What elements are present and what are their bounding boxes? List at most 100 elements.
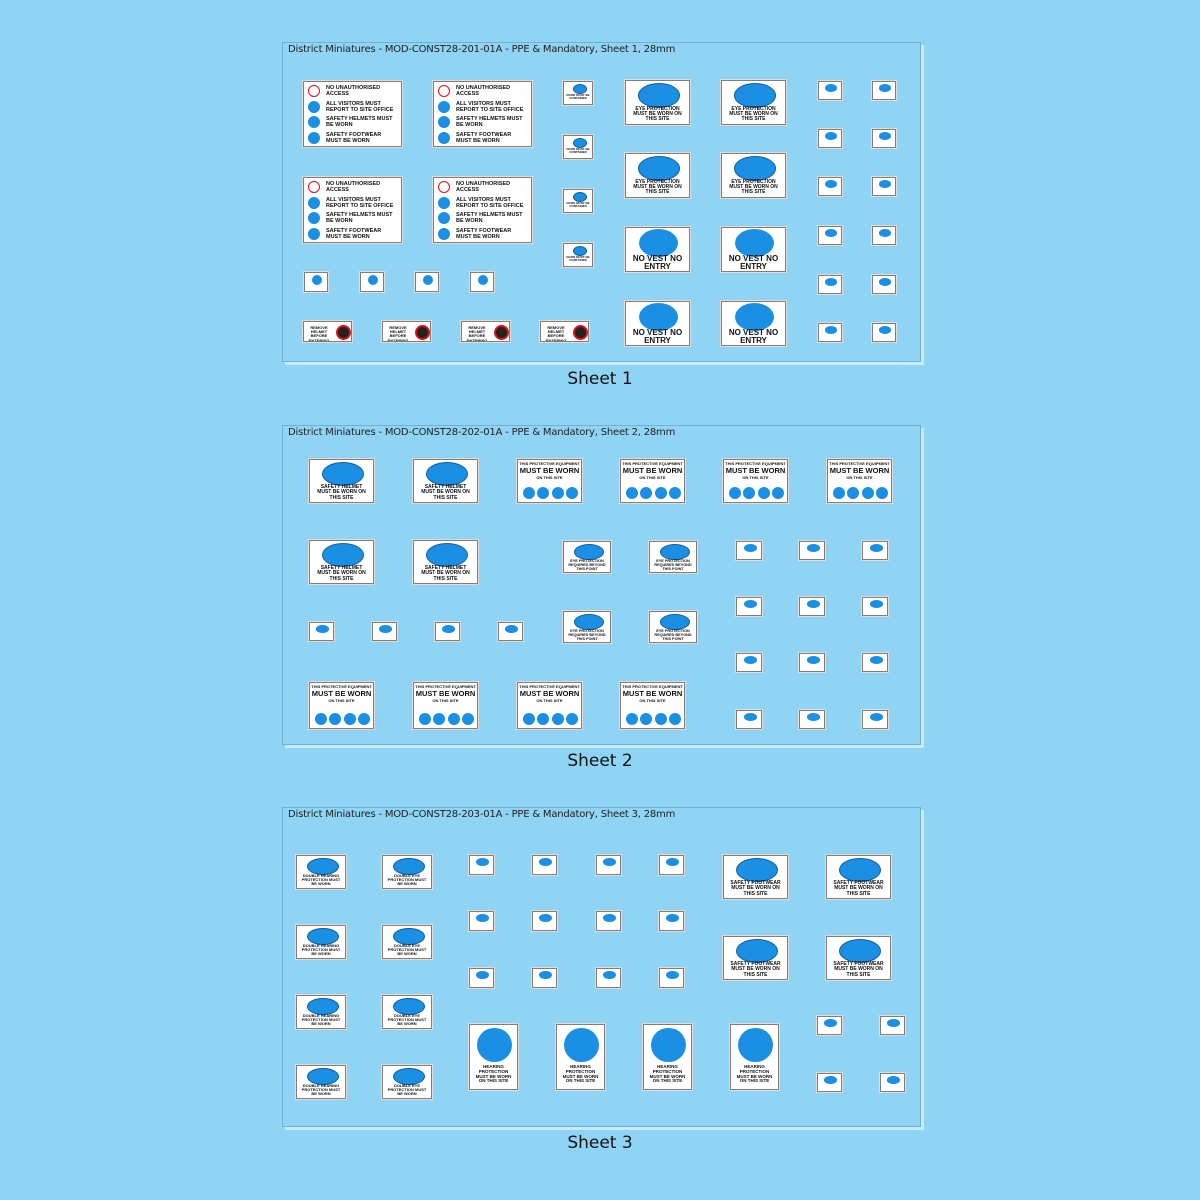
tiny-ppe-sign[interactable] <box>880 1016 905 1035</box>
tiny-ppe-sign[interactable] <box>659 968 684 988</box>
tiny-ppe-sign[interactable] <box>817 1016 842 1035</box>
ppe-sign[interactable]: THIS PROTECTIVE EQUIPMENT MUST BE WORN ON … <box>517 459 582 503</box>
safety-footwear-sign[interactable]: SAFETY FOOTWEAR MUST BE WORN ON THIS SIT… <box>723 855 788 899</box>
tiny-ppe-sign[interactable] <box>532 855 557 875</box>
tiny-vest-sign[interactable] <box>498 622 523 641</box>
tiny-ppe-sign[interactable] <box>818 129 842 148</box>
tiny-ppe-sign[interactable] <box>799 653 825 672</box>
eye-protection-sign[interactable]: EYE PROTECTION MUST BE WORN ON THIS SITE <box>721 153 786 198</box>
no-vest-sign[interactable]: NO VEST NO ENTRY <box>721 227 786 272</box>
ppe-sign[interactable]: THIS PROTECTIVE EQUIPMENT MUST BE WORN ON … <box>620 459 685 503</box>
small-vest-sign[interactable] <box>304 272 328 292</box>
eye-protection-sign[interactable]: EYE PROTECTION MUST BE WORN ON THIS SITE <box>625 80 690 125</box>
tiny-ppe-sign[interactable] <box>862 710 888 729</box>
tiny-ppe-sign[interactable] <box>469 968 494 988</box>
double-eye-sign[interactable]: DOUBLE EYE PROTECTION MUST BE WORN <box>382 995 432 1029</box>
safety-footwear-sign[interactable]: SAFETY FOOTWEAR MUST BE WORN ON THIS SIT… <box>826 855 891 899</box>
tiny-ppe-sign[interactable] <box>799 541 825 560</box>
tiny-ppe-sign[interactable] <box>736 653 762 672</box>
remove-helmet-sign[interactable]: REMOVE HELMET BEFORE ENTERING <box>303 321 352 342</box>
tiny-ppe-sign[interactable] <box>818 226 842 245</box>
safety-helmet-sign[interactable]: SAFETY HELMET MUST BE WORN ON THIS SITE <box>309 459 374 503</box>
safety-helmet-sign[interactable]: SAFETY HELMET MUST BE WORN ON THIS SITE <box>309 540 374 584</box>
safety-footwear-sign[interactable]: SAFETY FOOTWEAR MUST BE WORN ON THIS SIT… <box>826 936 891 980</box>
ppe-sign[interactable]: THIS PROTECTIVE EQUIPMENT MUST BE WORN ON … <box>413 682 478 729</box>
safety-helmet-sign[interactable]: SAFETY HELMET MUST BE WORN ON THIS SITE <box>413 540 478 584</box>
tiny-vest-sign[interactable] <box>372 622 397 641</box>
ppe-sign[interactable]: THIS PROTECTIVE EQUIPMENT MUST BE WORN ON … <box>620 682 685 729</box>
tiny-ppe-sign[interactable] <box>736 710 762 729</box>
small-vest-sign[interactable] <box>360 272 384 292</box>
tiny-ppe-sign[interactable] <box>799 597 825 616</box>
no-vest-sign[interactable]: NO VEST NO ENTRY <box>625 301 690 346</box>
door-sign[interactable]: DOOR MUST BE CONTAINED <box>563 243 593 267</box>
tiny-ppe-sign[interactable] <box>596 968 621 988</box>
tiny-ppe-sign[interactable] <box>736 597 762 616</box>
eye-protection-sign[interactable]: EYE PROTECTION MUST BE WORN ON THIS SITE <box>721 80 786 125</box>
tiny-ppe-sign[interactable] <box>596 911 621 931</box>
safety-helmet-sign[interactable]: SAFETY HELMET MUST BE WORN ON THIS SITE <box>413 459 478 503</box>
tiny-ppe-sign[interactable] <box>532 911 557 931</box>
small-vest-sign[interactable] <box>470 272 494 292</box>
tiny-ppe-sign[interactable] <box>532 968 557 988</box>
tiny-ppe-sign[interactable] <box>862 597 888 616</box>
door-sign[interactable]: DOOR MUST BE CONTAINED <box>563 81 593 105</box>
tiny-ppe-sign[interactable] <box>659 855 684 875</box>
visitor-sign[interactable]: NO UNAUTHORISED ACCESS ALL VISITORS MUST … <box>303 177 402 243</box>
double-hearing-sign[interactable]: DOUBLE HEARING PROTECTION MUST BE WORN <box>296 855 346 889</box>
eye-beyond-sign[interactable]: EYE PROTECTION REQUIRED BEYOND THIS POIN… <box>649 611 697 643</box>
tiny-ppe-sign[interactable] <box>872 129 896 148</box>
door-sign[interactable]: DOOR MUST BE CONTAINED <box>563 135 593 159</box>
visitor-sign[interactable]: NO UNAUTHORISED ACCESS ALL VISITORS MUST … <box>433 177 532 243</box>
ppe-sign[interactable]: THIS PROTECTIVE EQUIPMENT MUST BE WORN ON … <box>827 459 892 503</box>
tiny-ppe-sign[interactable] <box>818 81 842 100</box>
remove-helmet-sign[interactable]: REMOVE HELMET BEFORE ENTERING <box>382 321 431 342</box>
tiny-ppe-sign[interactable] <box>862 541 888 560</box>
tiny-ppe-sign[interactable] <box>880 1073 905 1092</box>
tiny-ppe-sign[interactable] <box>872 226 896 245</box>
ppe-sign[interactable]: THIS PROTECTIVE EQUIPMENT MUST BE WORN ON … <box>517 682 582 729</box>
tiny-ppe-sign[interactable] <box>818 275 842 294</box>
tiny-ppe-sign[interactable] <box>596 855 621 875</box>
remove-helmet-sign[interactable]: REMOVE HELMET BEFORE ENTERING <box>540 321 589 342</box>
safety-footwear-sign[interactable]: SAFETY FOOTWEAR MUST BE WORN ON THIS SIT… <box>723 936 788 980</box>
tiny-ppe-sign[interactable] <box>817 1073 842 1092</box>
tiny-ppe-sign[interactable] <box>818 177 842 196</box>
hearing-protection-sign[interactable]: HEARING PROTECTION MUST BE WORN ON THIS … <box>469 1024 518 1090</box>
tiny-vest-sign[interactable] <box>435 622 460 641</box>
double-eye-sign[interactable]: DOUBLE EYE PROTECTION MUST BE WORN <box>382 925 432 959</box>
tiny-ppe-sign[interactable] <box>736 541 762 560</box>
tiny-ppe-sign[interactable] <box>872 177 896 196</box>
tiny-ppe-sign[interactable] <box>799 710 825 729</box>
tiny-ppe-sign[interactable] <box>872 275 896 294</box>
ppe-sign[interactable]: THIS PROTECTIVE EQUIPMENT MUST BE WORN ON … <box>723 459 788 503</box>
hearing-protection-sign[interactable]: HEARING PROTECTION MUST BE WORN ON THIS … <box>556 1024 605 1090</box>
tiny-ppe-sign[interactable] <box>469 911 494 931</box>
eye-protection-sign[interactable]: EYE PROTECTION MUST BE WORN ON THIS SITE <box>625 153 690 198</box>
tiny-ppe-sign[interactable] <box>818 323 842 342</box>
eye-beyond-sign[interactable]: EYE PROTECTION REQUIRED BEYOND THIS POIN… <box>649 541 697 573</box>
tiny-ppe-sign[interactable] <box>659 911 684 931</box>
small-vest-sign[interactable] <box>415 272 439 292</box>
remove-helmet-sign[interactable]: REMOVE HELMET BEFORE ENTERING <box>461 321 510 342</box>
double-eye-sign[interactable]: DOUBLE EYE PROTECTION MUST BE WORN <box>382 855 432 889</box>
tiny-ppe-sign[interactable] <box>469 855 494 875</box>
visitor-sign[interactable]: NO UNAUTHORISED ACCESS ALL VISITORS MUST … <box>433 81 532 147</box>
hearing-protection-sign[interactable]: HEARING PROTECTION MUST BE WORN ON THIS … <box>730 1024 779 1090</box>
eye-beyond-sign[interactable]: EYE PROTECTION REQUIRED BEYOND THIS POIN… <box>563 541 611 573</box>
tiny-vest-sign[interactable] <box>309 622 334 641</box>
eye-beyond-sign[interactable]: EYE PROTECTION REQUIRED BEYOND THIS POIN… <box>563 611 611 643</box>
tiny-ppe-sign[interactable] <box>862 653 888 672</box>
ppe-sign[interactable]: THIS PROTECTIVE EQUIPMENT MUST BE WORN ON … <box>309 682 374 729</box>
door-sign[interactable]: DOOR MUST BE CONTAINED <box>563 189 593 213</box>
visitor-sign[interactable]: NO UNAUTHORISED ACCESS ALL VISITORS MUST … <box>303 81 402 147</box>
tiny-ppe-sign[interactable] <box>872 323 896 342</box>
double-eye-sign[interactable]: DOUBLE EYE PROTECTION MUST BE WORN <box>382 1065 432 1099</box>
hearing-protection-sign[interactable]: HEARING PROTECTION MUST BE WORN ON THIS … <box>643 1024 692 1090</box>
double-hearing-sign[interactable]: DOUBLE HEARING PROTECTION MUST BE WORN <box>296 1065 346 1099</box>
double-hearing-sign[interactable]: DOUBLE HEARING PROTECTION MUST BE WORN <box>296 995 346 1029</box>
no-vest-sign[interactable]: NO VEST NO ENTRY <box>625 227 690 272</box>
tiny-ppe-sign[interactable] <box>872 81 896 100</box>
no-vest-sign[interactable]: NO VEST NO ENTRY <box>721 301 786 346</box>
double-hearing-sign[interactable]: DOUBLE HEARING PROTECTION MUST BE WORN <box>296 925 346 959</box>
